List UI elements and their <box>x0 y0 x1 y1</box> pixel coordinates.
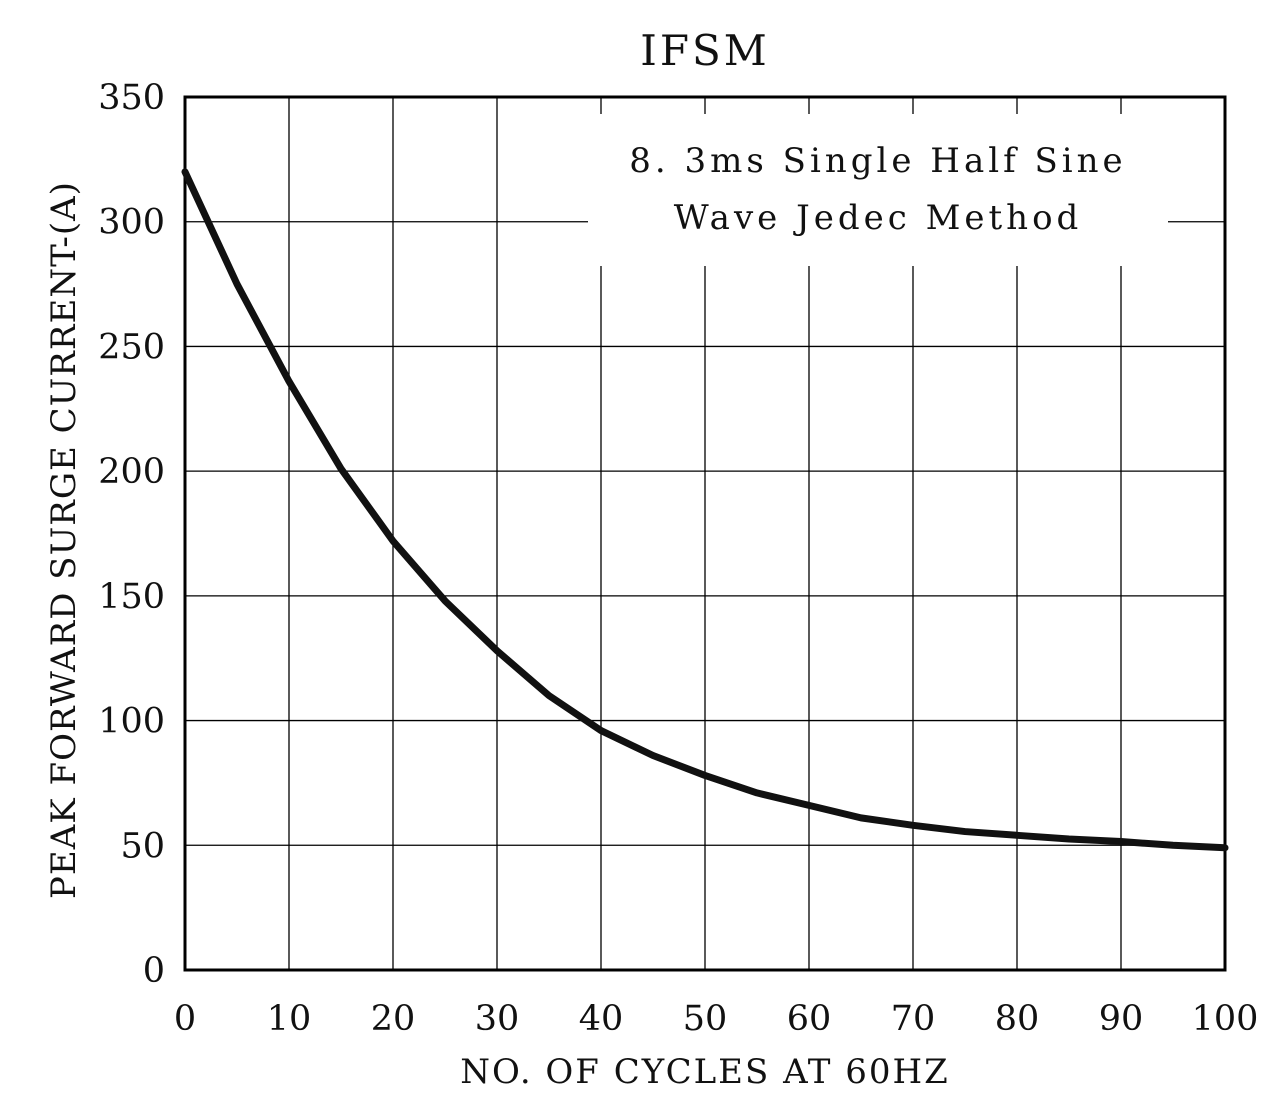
x-tick-label: 50 <box>683 999 728 1039</box>
x-axis-label: NO. OF CYCLES AT 60HZ <box>460 1052 950 1092</box>
plot-border <box>183 95 1227 972</box>
x-tick-label: 30 <box>475 999 520 1039</box>
y-tick-label: 50 <box>120 826 165 866</box>
x-tick-label: 0 <box>174 999 196 1039</box>
y-tick-label: 0 <box>143 951 165 991</box>
y-tick-label: 250 <box>98 327 165 367</box>
x-tick-label: 90 <box>1099 999 1144 1039</box>
chart-title: IFSM <box>640 26 770 75</box>
x-tick-label: 40 <box>579 999 624 1039</box>
x-tick-label: 80 <box>995 999 1040 1039</box>
annotation-box: 8. 3ms Single Half Sine Wave Jedec Metho… <box>588 114 1168 266</box>
annotation-line-2: Wave Jedec Method <box>673 198 1083 238</box>
y-tick-label: 150 <box>98 577 165 617</box>
y-tick-label: 350 <box>98 78 165 118</box>
x-tick-label: 70 <box>891 999 936 1039</box>
annotation-line-1: 8. 3ms Single Half Sine <box>629 141 1127 181</box>
y-tick-label: 200 <box>98 452 165 492</box>
x-tick-label: 100 <box>1192 999 1259 1039</box>
y-axis-label: PEAK FORWARD SURGE CURRENT-(A) <box>44 181 84 899</box>
x-tick-label: 10 <box>267 999 312 1039</box>
x-tick-label: 20 <box>371 999 416 1039</box>
y-tick-label: 100 <box>98 702 165 742</box>
x-tick-label: 60 <box>787 999 832 1039</box>
y-tick-label: 300 <box>98 203 165 243</box>
series-curve-ifsm <box>181 168 1229 852</box>
